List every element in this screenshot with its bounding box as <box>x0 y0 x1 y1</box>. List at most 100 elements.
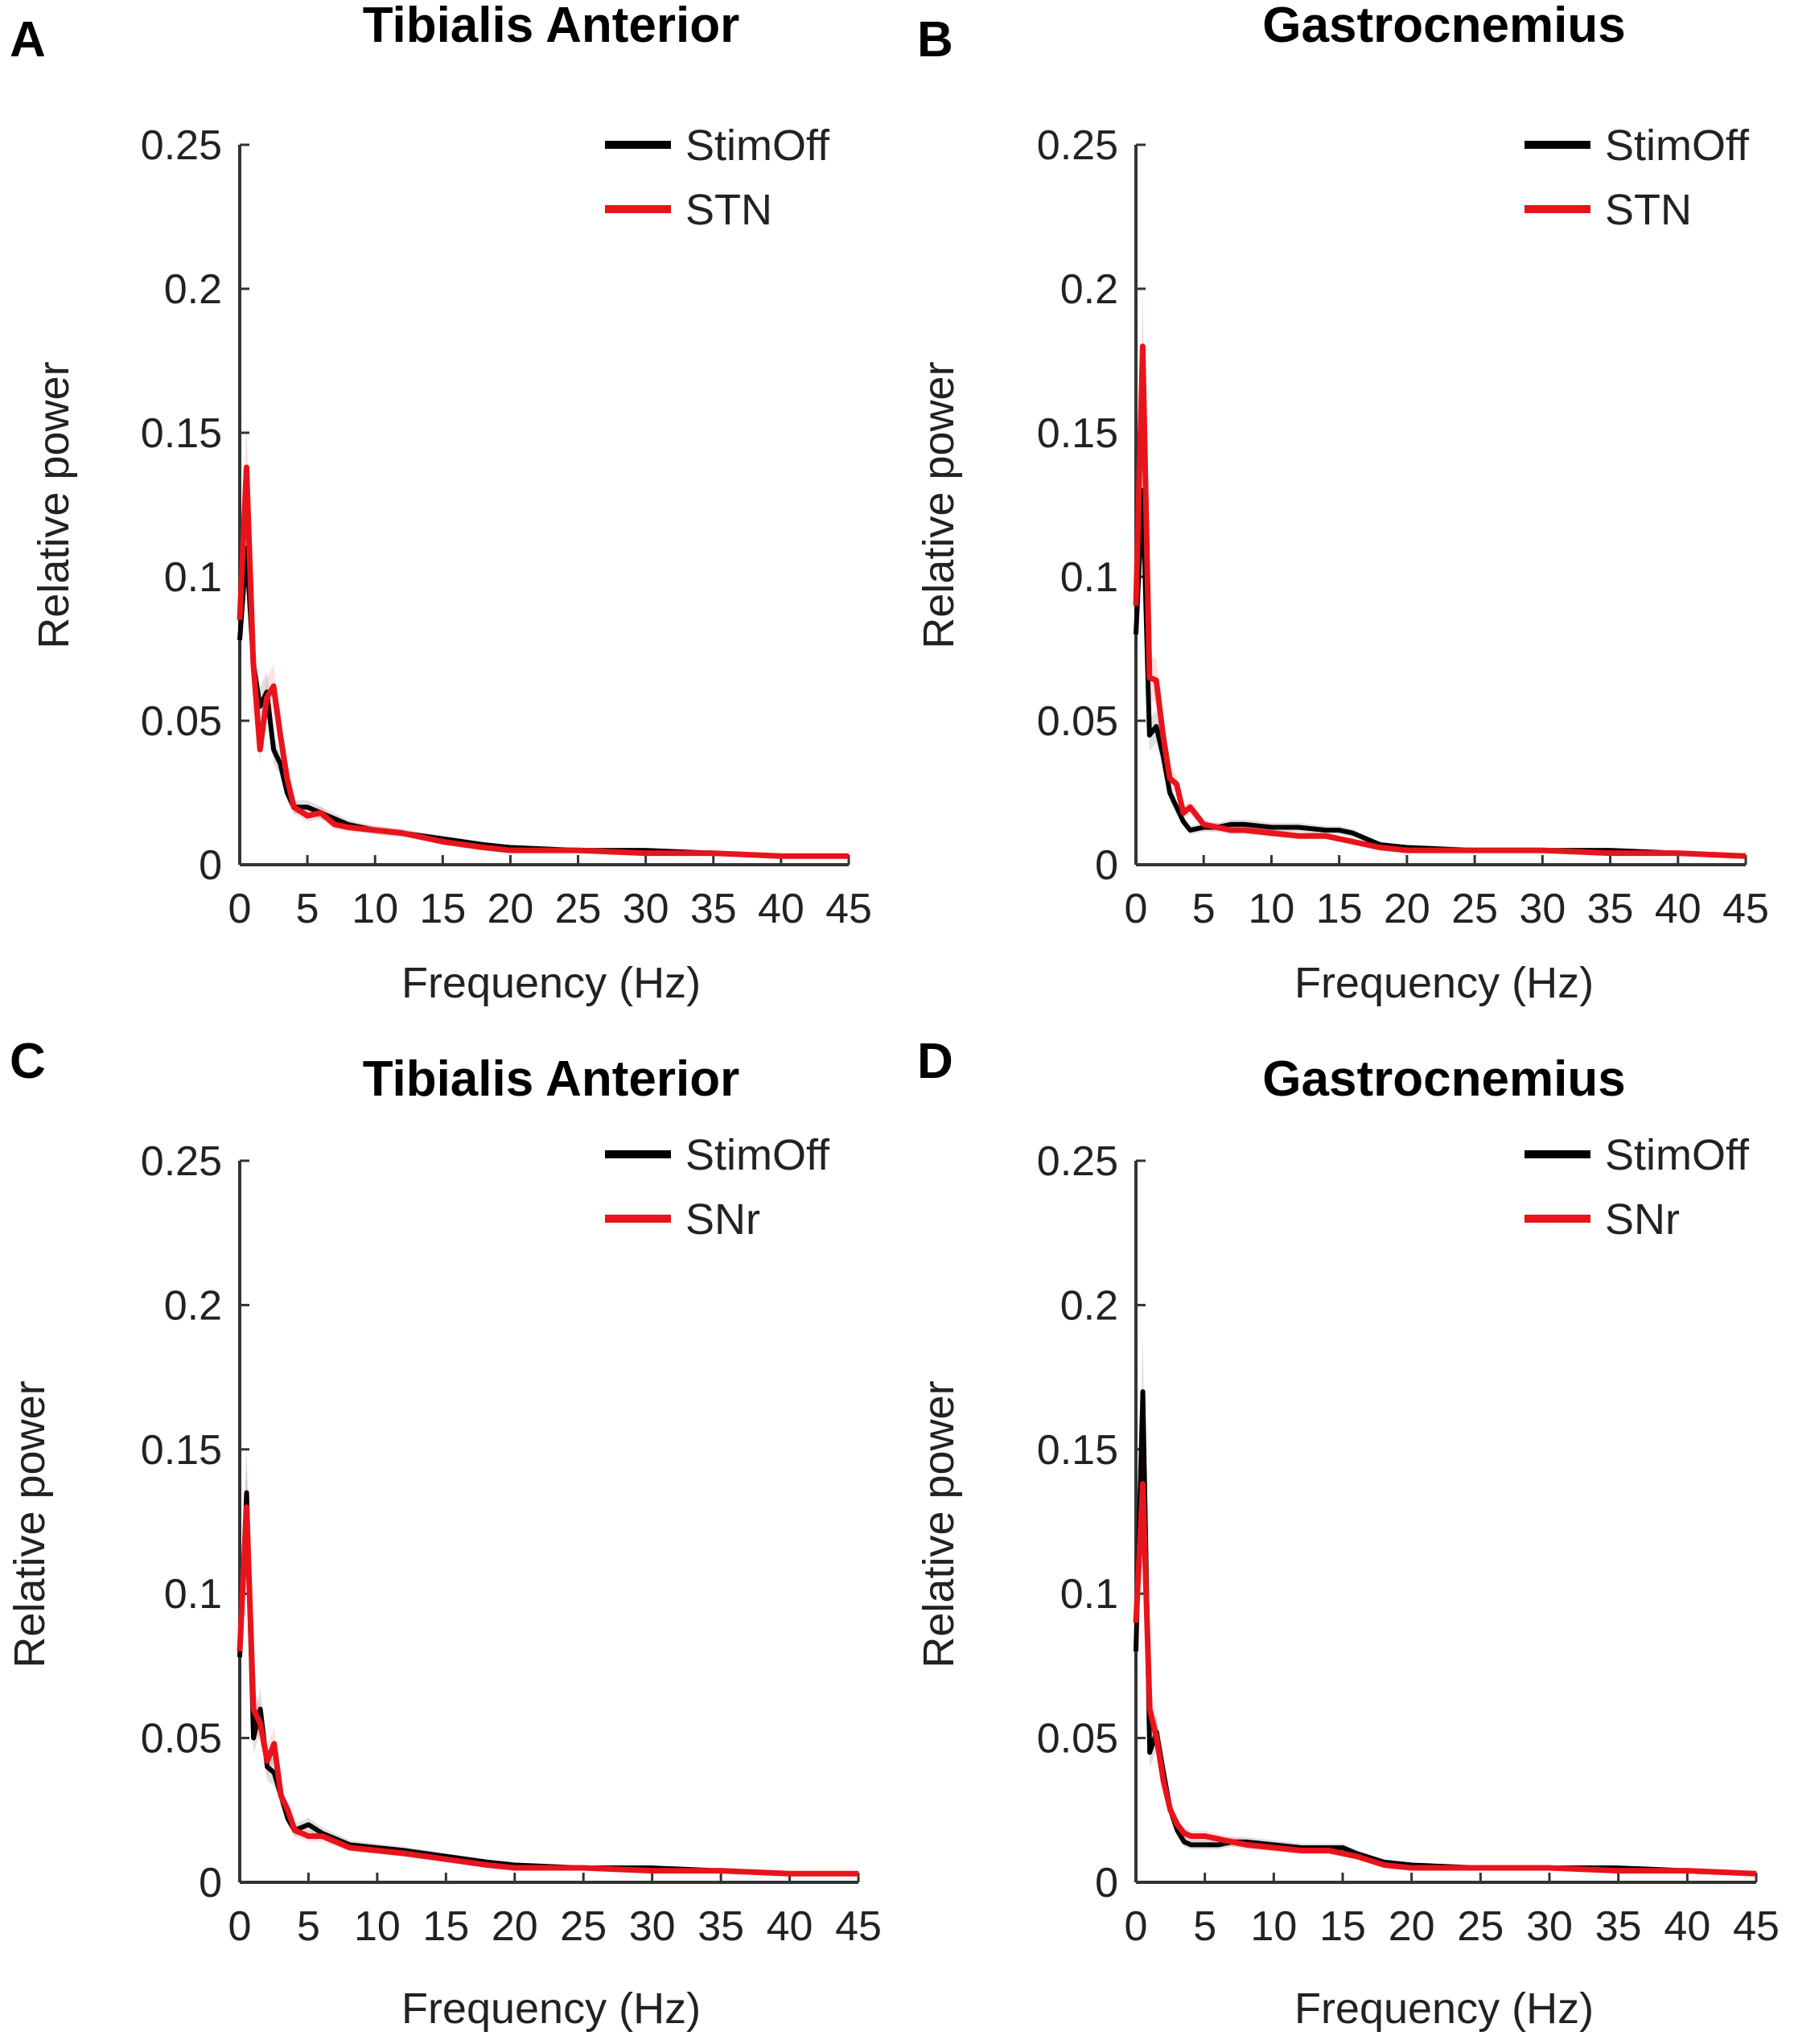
legend-label: StimOff <box>685 1131 830 1179</box>
x-tick-label: 5 <box>1193 1903 1216 1950</box>
x-tick-label: 0 <box>1125 886 1148 932</box>
panel-letter: A <box>10 12 46 68</box>
x-tick-label: 35 <box>1595 1903 1642 1950</box>
y-tick-label: 0.25 <box>141 122 222 169</box>
y-tick-label: 0.25 <box>141 1138 222 1185</box>
y-tick-label: 0 <box>1095 842 1118 889</box>
x-tick-label: 30 <box>1526 1903 1573 1950</box>
series-line-stimoff <box>237 1490 858 1877</box>
y-tick-label: 0 <box>199 1860 222 1906</box>
x-tick-label: 15 <box>1316 886 1363 932</box>
y-tick-label: 0.1 <box>164 554 222 601</box>
x-tick-label: 20 <box>1389 1903 1435 1950</box>
x-tick-label: 25 <box>555 886 602 932</box>
series-band-snr <box>1136 1436 1756 1875</box>
x-axis-label: Frequency (Hz) <box>401 959 701 1007</box>
x-tick-label: 30 <box>1519 886 1566 932</box>
series-line-stimoff <box>1134 487 1747 859</box>
x-tick-label: 20 <box>488 886 534 932</box>
y-tick-label: 0.1 <box>1060 554 1118 601</box>
chart-title: Tibialis Anterior <box>363 1051 740 1107</box>
y-tick-label: 0.2 <box>1060 266 1118 313</box>
y-tick-label: 0.05 <box>1037 1716 1118 1762</box>
x-tick-label: 5 <box>297 1903 320 1950</box>
x-tick-label: 25 <box>1451 886 1498 932</box>
x-tick-label: 0 <box>228 886 252 932</box>
x-tick-label: 0 <box>228 1903 252 1950</box>
legend-label: SNr <box>1605 1195 1680 1244</box>
x-tick-label: 35 <box>697 1903 744 1950</box>
y-tick-label: 0.25 <box>1037 122 1118 169</box>
y-tick-label: 0.2 <box>164 266 222 313</box>
x-tick-label: 20 <box>492 1903 538 1950</box>
y-tick-label: 0 <box>199 842 222 889</box>
series-line-stn <box>1133 343 1747 859</box>
x-tick-label: 35 <box>1587 886 1634 932</box>
series-line-stn <box>237 464 849 859</box>
x-tick-label: 45 <box>825 886 872 932</box>
chart-title: Tibialis Anterior <box>363 0 740 53</box>
y-tick-label: 0.05 <box>1037 698 1118 745</box>
chart-title: Gastrocnemius <box>1262 0 1625 53</box>
y-tick-label: 0.2 <box>164 1282 222 1329</box>
legend-label: StimOff <box>1605 1131 1750 1179</box>
x-tick-label: 0 <box>1125 1903 1148 1950</box>
y-tick-label: 0.05 <box>141 698 222 745</box>
y-tick-label: 0.1 <box>1060 1571 1118 1618</box>
series-band-stn <box>240 419 849 857</box>
x-tick-label: 30 <box>629 1903 676 1950</box>
x-axis-label: Frequency (Hz) <box>1294 1984 1594 2033</box>
x-tick-label: 25 <box>560 1903 607 1950</box>
x-tick-label: 10 <box>352 886 398 932</box>
y-tick-label: 0.15 <box>141 410 222 457</box>
y-tick-label: 0.15 <box>1037 410 1118 457</box>
legend-label: STN <box>685 186 772 234</box>
x-tick-label: 10 <box>354 1903 401 1950</box>
x-tick-label: 30 <box>623 886 669 932</box>
y-tick-label: 0.1 <box>164 1571 222 1618</box>
x-tick-label: 15 <box>1319 1903 1366 1950</box>
y-axis-label: Relative power <box>6 1380 54 1668</box>
legend-label: STN <box>1605 186 1692 234</box>
x-tick-label: 45 <box>1722 886 1769 932</box>
y-tick-label: 0.15 <box>1037 1427 1118 1474</box>
x-tick-label: 15 <box>422 1903 469 1950</box>
x-tick-label: 35 <box>690 886 737 932</box>
legend-label: StimOff <box>1605 121 1750 170</box>
x-tick-label: 5 <box>296 886 319 932</box>
series-line-stimoff <box>237 545 849 859</box>
panel-letter: D <box>917 1034 953 1089</box>
x-axis-label: Frequency (Hz) <box>1294 959 1594 1007</box>
y-tick-label: 0 <box>1095 1860 1118 1906</box>
x-tick-label: 20 <box>1384 886 1430 932</box>
series-band-stn <box>1136 284 1746 857</box>
x-tick-label: 40 <box>1655 886 1701 932</box>
series-band-stimoff <box>1136 445 1746 857</box>
y-tick-label: 0.05 <box>141 1716 222 1762</box>
series-line-snr <box>237 1504 858 1877</box>
x-tick-label: 25 <box>1457 1903 1504 1950</box>
y-axis-label: Relative power <box>915 361 963 648</box>
chart-title: Gastrocnemius <box>1262 1051 1625 1107</box>
y-tick-label: 0.15 <box>141 1427 222 1474</box>
y-axis-label: Relative power <box>30 361 78 648</box>
panel-letter: B <box>917 12 953 68</box>
series-band-stimoff <box>240 1446 858 1875</box>
x-tick-label: 40 <box>1664 1903 1710 1950</box>
legend-label: StimOff <box>685 121 830 170</box>
y-tick-label: 0.2 <box>1060 1282 1118 1329</box>
series-line-stimoff <box>1134 1389 1757 1877</box>
panel-letter: C <box>10 1034 46 1089</box>
x-tick-label: 5 <box>1192 886 1216 932</box>
series-line-snr <box>1133 1481 1757 1877</box>
series-band-snr <box>240 1462 858 1875</box>
x-axis-label: Frequency (Hz) <box>401 1984 701 2033</box>
x-tick-label: 40 <box>758 886 804 932</box>
y-axis-label: Relative power <box>915 1380 963 1668</box>
legend-label: SNr <box>685 1195 760 1244</box>
